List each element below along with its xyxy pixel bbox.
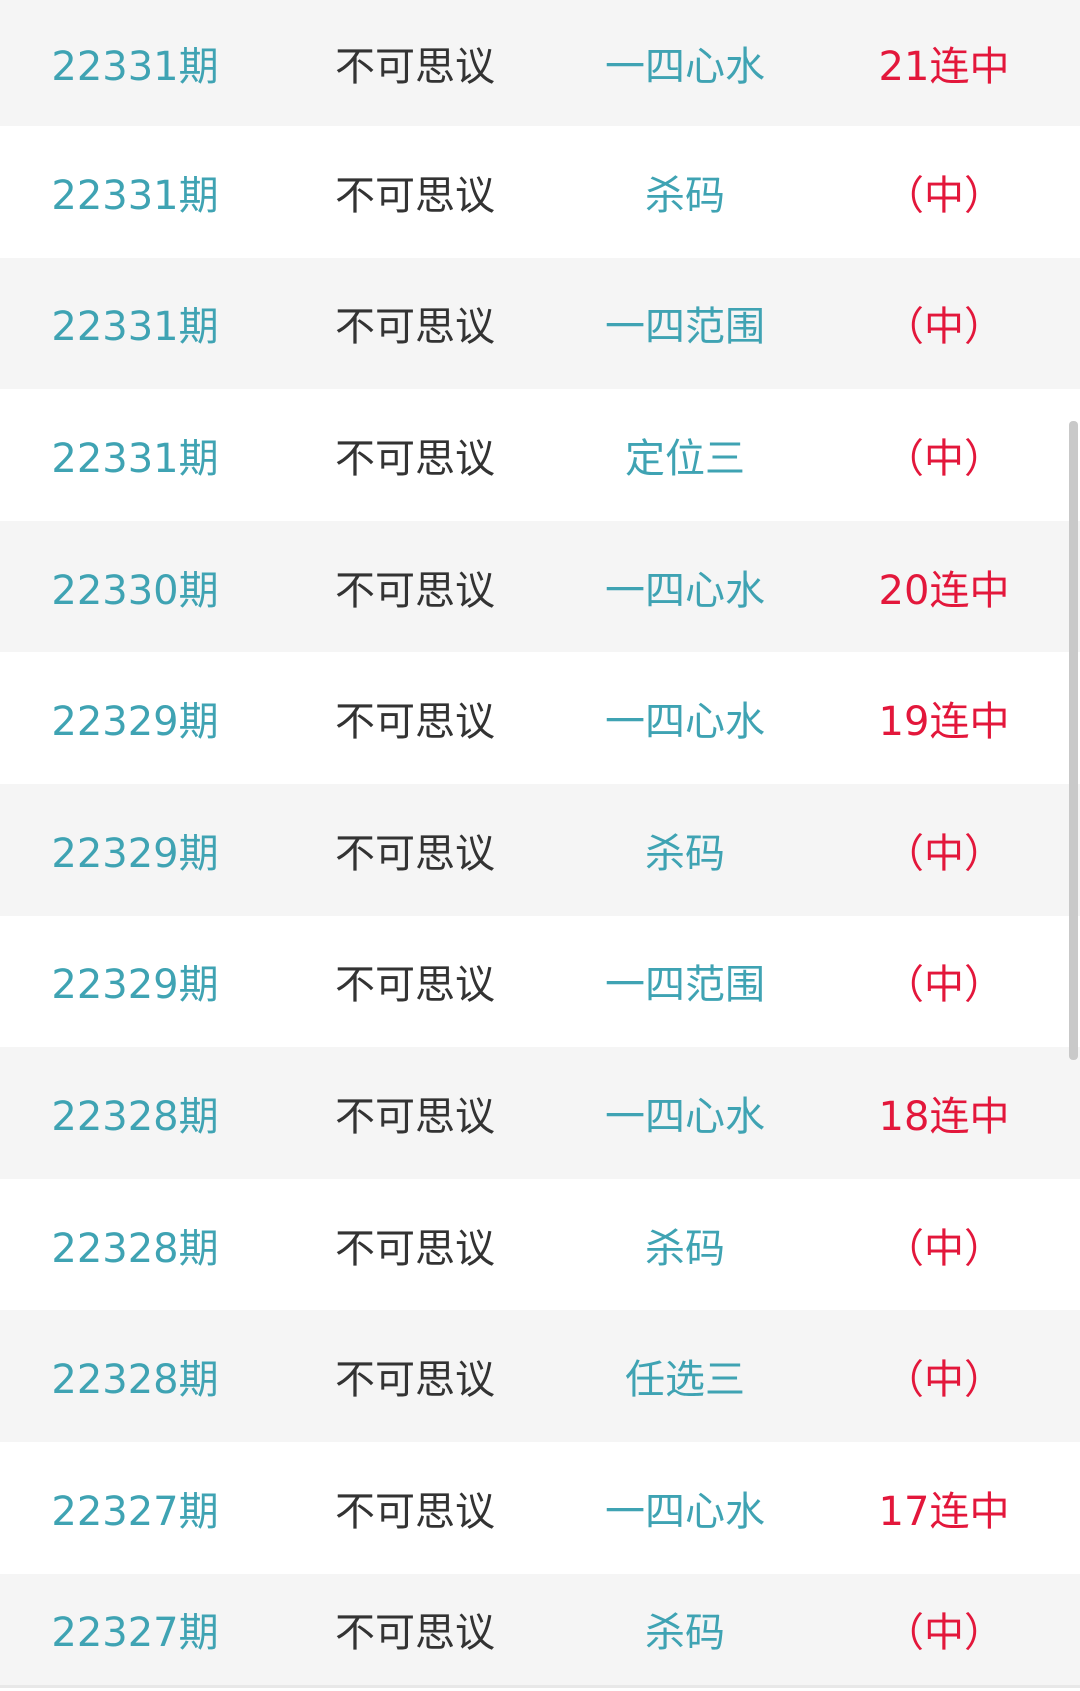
issue-number: 22329期	[51, 699, 219, 746]
table-row[interactable]: 22331期 不可思议 一四范围 （中）	[0, 257, 1080, 390]
author-name: 不可思议	[335, 567, 495, 614]
result-badge: 20连中	[878, 567, 1010, 614]
issue-number: 22329期	[51, 830, 219, 877]
prediction-type: 一四心水	[605, 1488, 765, 1535]
scrollbar[interactable]	[1069, 421, 1078, 1060]
table-row[interactable]: 22328期 不可思议 一四心水 18连中	[0, 1047, 1080, 1179]
author-name: 不可思议	[335, 304, 495, 351]
issue-number: 22328期	[51, 1225, 219, 1272]
table-row[interactable]: 22331期 不可思议 一四心水 21连中	[0, 0, 1080, 126]
author-name: 不可思议	[335, 44, 495, 90]
author-name: 不可思议	[335, 699, 495, 746]
table-row[interactable]: 22329期 不可思议 一四心水 19连中	[0, 652, 1080, 784]
result-badge: 19连中	[878, 699, 1010, 746]
issue-number: 22327期	[51, 1488, 219, 1535]
prediction-type: 一四心水	[605, 1093, 765, 1140]
issue-number: 22328期	[51, 1093, 219, 1140]
result-badge: 18连中	[878, 1093, 1010, 1140]
prediction-type: 一四范围	[605, 304, 765, 351]
table-row[interactable]: 22328期 不可思议 杀码 （中）	[0, 1179, 1080, 1311]
table-row[interactable]: 22331期 不可思议 杀码 （中）	[0, 126, 1080, 258]
prediction-type: 任选三	[625, 1357, 745, 1404]
author-name: 不可思议	[335, 1488, 495, 1535]
result-badge: （中）	[884, 172, 1004, 219]
author-name: 不可思议	[335, 830, 495, 877]
table-row[interactable]: 22331期 不可思议 定位三 （中）	[0, 389, 1080, 521]
result-badge: （中）	[884, 830, 1004, 877]
author-name: 不可思议	[335, 172, 495, 219]
prediction-type: 杀码	[645, 1610, 725, 1657]
prediction-type: 杀码	[645, 1225, 725, 1272]
prediction-type: 一四心水	[605, 699, 765, 746]
result-badge: （中）	[884, 1357, 1004, 1404]
table-row[interactable]: 22328期 不可思议 任选三 （中）	[0, 1310, 1080, 1442]
result-badge: 21连中	[878, 44, 1010, 90]
prediction-type: 定位三	[625, 435, 745, 482]
author-name: 不可思议	[335, 1093, 495, 1140]
result-badge: （中）	[884, 435, 1004, 482]
result-badge: （中）	[884, 1610, 1004, 1657]
issue-number: 22331期	[51, 44, 219, 90]
result-badge: （中）	[884, 1225, 1004, 1272]
author-name: 不可思议	[335, 435, 495, 482]
issue-number: 22331期	[51, 172, 219, 219]
issue-number: 22327期	[51, 1610, 219, 1657]
prediction-type: 杀码	[645, 830, 725, 877]
result-badge: （中）	[884, 304, 1004, 351]
result-badge: 17连中	[878, 1488, 1010, 1535]
table-row[interactable]: 22329期 不可思议 杀码 （中）	[0, 783, 1080, 916]
prediction-type: 杀码	[645, 172, 725, 219]
issue-number: 22329期	[51, 962, 219, 1009]
author-name: 不可思议	[335, 1357, 495, 1404]
prediction-type: 一四心水	[605, 567, 765, 614]
table-row[interactable]: 22327期 不可思议 杀码 （中）	[0, 1573, 1080, 1688]
table-row[interactable]: 22329期 不可思议 一四范围 （中）	[0, 916, 1080, 1048]
author-name: 不可思议	[335, 1610, 495, 1657]
result-badge: （中）	[884, 962, 1004, 1009]
issue-number: 22331期	[51, 304, 219, 351]
author-name: 不可思议	[335, 1225, 495, 1272]
prediction-type: 一四范围	[605, 962, 765, 1009]
issue-number: 22328期	[51, 1357, 219, 1404]
issue-number: 22331期	[51, 435, 219, 482]
table-row[interactable]: 22330期 不可思议 一四心水 20连中	[0, 520, 1080, 653]
author-name: 不可思议	[335, 962, 495, 1009]
issue-number: 22330期	[51, 567, 219, 614]
prediction-type: 一四心水	[605, 44, 765, 90]
table-row[interactable]: 22327期 不可思议 一四心水 17连中	[0, 1442, 1080, 1574]
